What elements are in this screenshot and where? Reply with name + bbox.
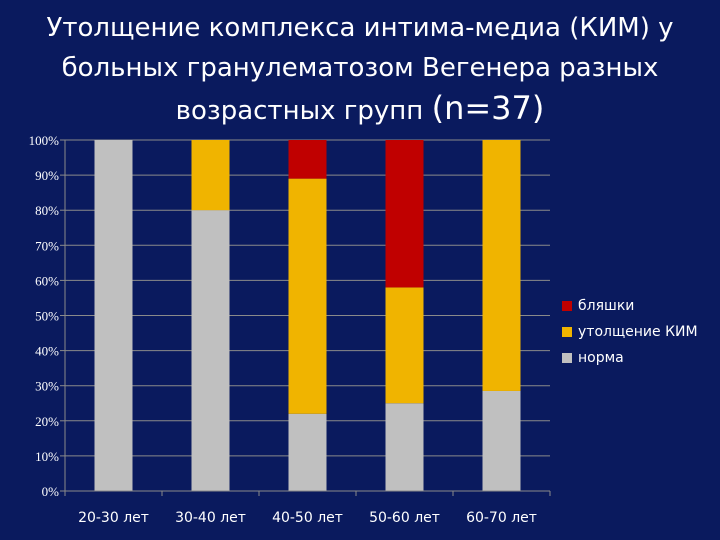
title-line-2: больных гранулематозом Вегенера разных	[61, 53, 659, 83]
x-tick-label: 20-30 лет	[78, 510, 149, 526]
title-line-3-text: возрастных групп	[175, 96, 432, 126]
y-tick-label: 30%	[35, 379, 59, 394]
legend-item: норма	[562, 345, 698, 371]
legend-item: утолщение КИМ	[562, 319, 698, 345]
y-tick-label: 60%	[35, 273, 59, 288]
x-axis: 20-30 лет 30-40 лет 40-50 лет 50-60 лет 60-7…	[64, 490, 551, 526]
bar-segment-4-1	[385, 287, 424, 404]
title-sample-size: (n=37)	[431, 89, 545, 127]
y-tick-label: 0%	[42, 484, 60, 499]
bar-segment-3-2	[288, 140, 327, 179]
y-tick-label: 10%	[35, 449, 59, 464]
legend-label: норма	[578, 350, 624, 366]
bar-segment-4-2	[385, 140, 424, 288]
bar-segment-2-0	[191, 210, 230, 491]
y-tick-label: 90%	[35, 168, 59, 183]
legend-swatch	[562, 301, 572, 311]
bar-segment-3-1	[288, 178, 327, 414]
title-line-3: возрастных групп (n=37)	[20, 88, 700, 131]
bar-segment-3-0	[288, 413, 327, 491]
chart-title: Утолщение комплекса интима-медиа (КИМ) у…	[20, 8, 700, 131]
x-tick-label: 60-70 лет	[466, 510, 537, 526]
x-tick-label: 30-40 лет	[175, 510, 246, 526]
x-tick-label: 50-60 лет	[369, 510, 440, 526]
legend-label: утолщение КИМ	[578, 324, 698, 340]
y-tick-label: 50%	[35, 309, 59, 324]
y-tick-label: 40%	[35, 344, 59, 359]
y-tick-label: 70%	[35, 238, 59, 253]
bar-segment-4-0	[385, 403, 424, 491]
bar-segment-5-1	[482, 140, 521, 391]
legend-swatch	[562, 353, 572, 363]
bar-segment-5-0	[482, 390, 521, 491]
legend-swatch	[562, 327, 572, 337]
legend: бляшки утолщение КИМ норма	[562, 293, 698, 371]
bar-segment-1-0	[94, 140, 133, 491]
legend-item: бляшки	[562, 293, 698, 319]
y-axis: 0% 10% 20% 30% 40% 50% 60% 70% 80% 90% 100%	[29, 133, 66, 499]
y-tick-label: 20%	[35, 414, 59, 429]
title-line-1: Утолщение комплекса интима-медиа (КИМ) у	[46, 13, 674, 43]
y-tick-label: 100%	[29, 133, 60, 148]
y-tick-label: 80%	[35, 203, 59, 218]
x-tick-label: 40-50 лет	[272, 510, 343, 526]
bars	[94, 140, 521, 491]
legend-label: бляшки	[578, 298, 635, 314]
bar-segment-2-1	[191, 140, 230, 211]
